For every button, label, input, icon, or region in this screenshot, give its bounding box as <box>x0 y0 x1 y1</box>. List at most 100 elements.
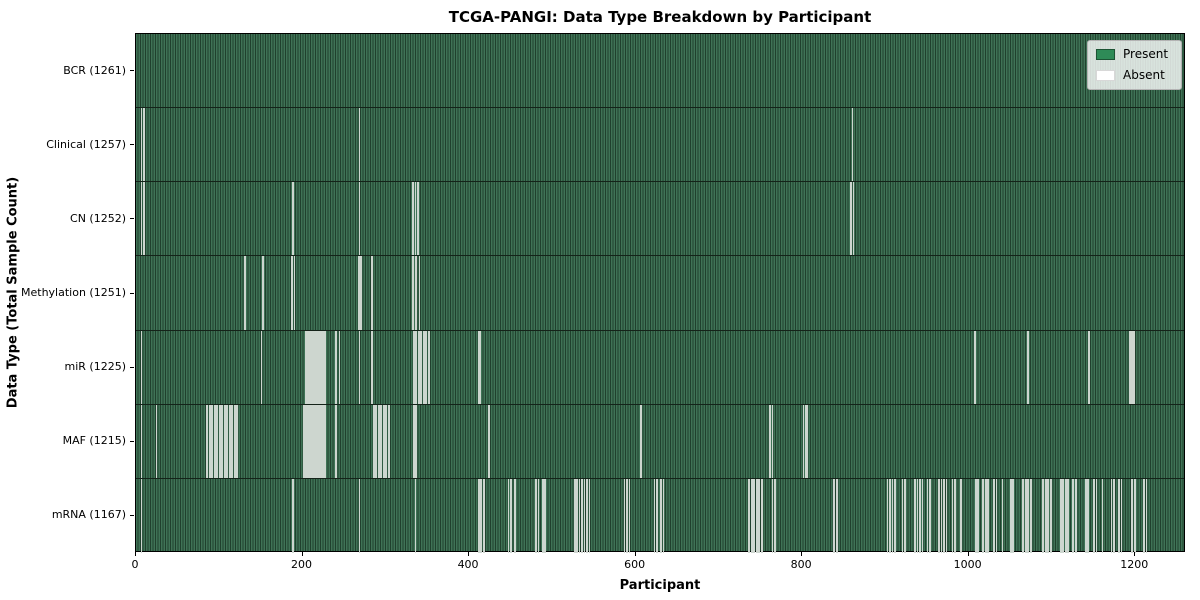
absent-stripe <box>581 478 583 553</box>
absent-stripe <box>805 404 807 478</box>
absent-stripe <box>412 404 415 478</box>
absent-stripe <box>586 478 588 553</box>
absent-stripe <box>748 478 751 553</box>
absent-stripe <box>412 330 415 404</box>
absent-stripe <box>535 478 537 553</box>
absent-stripe <box>954 478 956 553</box>
absent-stripe <box>312 330 315 404</box>
absent-stripe <box>307 404 310 478</box>
absent-stripe <box>228 404 231 478</box>
absent-stripe <box>1042 478 1045 553</box>
absent-stripe <box>140 182 143 256</box>
absent-stripe <box>653 478 656 553</box>
absent-stripe <box>140 330 143 404</box>
plot-area <box>135 33 1185 553</box>
absent-stripe <box>480 478 482 553</box>
absent-stripe <box>358 182 361 256</box>
absent-stripe <box>415 256 418 330</box>
absent-stripe <box>302 404 305 478</box>
absent-stripe <box>211 404 214 478</box>
absent-stripe <box>514 478 517 553</box>
absent-stripe <box>322 330 325 404</box>
absent-stripe <box>537 478 540 553</box>
absent-stripe <box>850 182 852 256</box>
absent-stripe <box>324 330 327 404</box>
absent-stripe <box>372 404 375 478</box>
x-tick-label: 400 <box>457 558 479 571</box>
absent-stripe <box>317 330 320 404</box>
absent-stripe <box>417 182 419 256</box>
y-tick-label-mrna: mRNA (1167) <box>51 508 126 522</box>
absent-stripe <box>904 478 906 553</box>
y-tick-label-clinical: Clinical (1257) <box>46 137 126 151</box>
absent-stripe <box>628 478 631 553</box>
absent-stripe <box>833 478 836 553</box>
absent-stripe <box>753 478 756 553</box>
absent-stripe <box>317 404 320 478</box>
absent-stripe <box>938 478 940 553</box>
absent-stripe <box>293 256 296 330</box>
absent-stripe <box>771 478 774 553</box>
absent-stripe <box>982 478 985 553</box>
heatmap-row-clinical <box>136 108 1184 183</box>
absent-stripe <box>479 330 482 404</box>
absent-stripe <box>319 404 322 478</box>
y-tick-label-methylation: Methylation (1251) <box>21 286 126 299</box>
absent-stripe <box>951 478 954 553</box>
absent-stripe <box>231 404 234 478</box>
absent-stripe <box>1113 478 1115 553</box>
absent-stripe <box>155 404 158 478</box>
heatmap-row-cn <box>136 182 1184 257</box>
absent-stripe <box>1012 478 1015 553</box>
x-tick-mark <box>967 552 969 556</box>
x-tick-label: 800 <box>790 558 812 571</box>
absent-stripe <box>292 182 294 256</box>
absent-stripe <box>771 404 774 478</box>
absent-stripe <box>371 330 373 404</box>
y-tick-mark <box>130 366 134 368</box>
absent-stripe <box>213 404 216 478</box>
absent-stripe <box>291 256 293 330</box>
absent-stripe <box>307 330 310 404</box>
absent-stripe <box>412 182 414 256</box>
absent-stripe <box>262 256 264 330</box>
chart-title: TCGA-PANGI: Data Type Breakdown by Parti… <box>448 8 872 26</box>
absent-stripe <box>221 404 224 478</box>
absent-stripe <box>755 478 758 553</box>
absent-stripe <box>418 256 421 330</box>
absent-stripe <box>1022 478 1025 553</box>
absent-stripe <box>987 478 990 553</box>
absent-stripe <box>1101 478 1104 553</box>
absent-stripe <box>415 404 418 478</box>
absent-stripe <box>358 478 361 553</box>
x-tick-label: 200 <box>291 558 313 571</box>
absent-stripe <box>578 478 581 553</box>
absent-stripe <box>358 108 361 182</box>
heatmap-row-maf <box>136 404 1184 479</box>
absent-stripe <box>417 330 420 404</box>
absent-stripe <box>414 478 417 553</box>
absent-stripe <box>1087 478 1090 553</box>
absent-stripe <box>311 330 313 404</box>
x-tick-label: 1000 <box>953 558 982 571</box>
absent-stripe <box>385 404 388 478</box>
absent-stripe <box>544 478 547 553</box>
absent-stripe <box>422 330 425 404</box>
legend-present-label: Present <box>1123 47 1169 61</box>
absent-stripe <box>412 256 414 330</box>
absent-stripe <box>1047 478 1050 553</box>
absent-stripe <box>750 478 753 553</box>
absent-stripe <box>959 478 962 553</box>
absent-stripe <box>482 478 485 553</box>
absent-stripe <box>894 478 896 553</box>
absent-stripe <box>292 478 294 553</box>
x-tick-label: 0 <box>131 558 139 571</box>
absent-stripe <box>945 478 948 553</box>
absent-stripe <box>1074 478 1077 553</box>
absent-stripe <box>319 330 322 404</box>
absent-stripe <box>233 404 236 478</box>
absent-stripe <box>314 404 317 478</box>
absent-stripe <box>1049 478 1052 553</box>
absent-stripe <box>758 478 761 553</box>
